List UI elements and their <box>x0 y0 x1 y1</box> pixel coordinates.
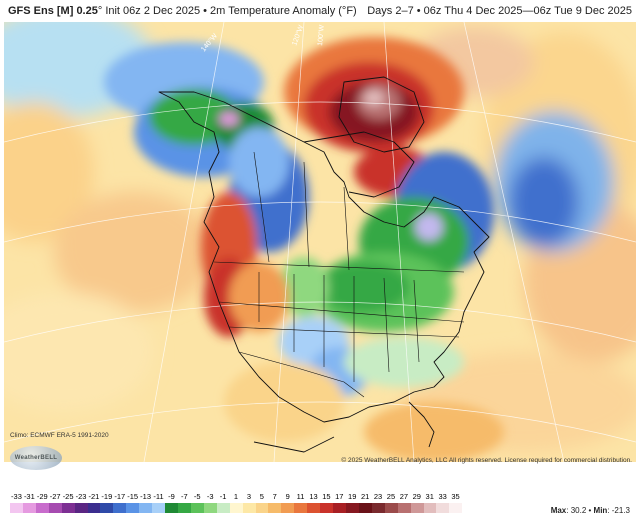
coastlines <box>158 76 490 453</box>
colorbar-tick-label: -23 <box>75 492 87 501</box>
colorbar-swatch <box>345 503 359 513</box>
max-value: 30.2 <box>570 506 587 515</box>
colorbar-swatch <box>126 503 140 513</box>
colorbar-tick-label: 27 <box>399 492 409 501</box>
colorbar-tick-label: -15 <box>127 492 139 501</box>
climo-credit: Climo: ECMWF ERA-5 1991-2020 <box>10 432 109 439</box>
colorbar-tick-label: -11 <box>153 492 164 501</box>
colorbar-tick-label: -33 <box>11 492 22 501</box>
colorbar-tick-label: 23 <box>373 492 383 501</box>
colorbar-swatch <box>139 503 153 513</box>
colorbar-swatch <box>423 503 437 513</box>
max-label: Max <box>550 506 567 515</box>
copyright-notice: © 2025 WeatherBELL Analytics, LLC All ri… <box>341 457 632 464</box>
colorbar-swatch <box>371 503 385 513</box>
colorbar-swatch <box>216 503 230 513</box>
colorbar-tick-label: 31 <box>425 492 434 501</box>
colorbar-swatch <box>397 503 411 513</box>
meridian-label-100w: 100°W <box>316 24 326 46</box>
colorbar-swatch <box>74 503 88 513</box>
colorbar-tick-label: 15 <box>322 492 331 501</box>
min-label: Min <box>593 506 608 515</box>
colorbar-tick-label: 7 <box>272 492 277 501</box>
colorbar-swatch <box>113 503 127 513</box>
colorbar-swatch <box>48 503 62 513</box>
map-header: GFS Ens [M] 0.25° Init 06z 2 Dec 2025 • … <box>0 0 640 22</box>
colorbar-tick-label: -17 <box>114 492 126 501</box>
min-value: -21.3 <box>611 506 630 515</box>
colorbar-swatch <box>203 503 217 513</box>
colorbar-swatch <box>22 503 36 513</box>
valid-period: Days 2–7 • 06z Thu 4 Dec 2025—06z Tue 9 … <box>367 5 632 17</box>
anomaly-map: 140°W 120°W 100°W <box>4 22 636 462</box>
colorbar-tick-label: -1 <box>219 492 227 501</box>
colorbar-tick-label: -5 <box>193 492 201 501</box>
colorbar-swatch <box>242 503 256 513</box>
colorbar-tick-label: 17 <box>335 492 344 501</box>
colorbar: -33 -31 -29 -27 -25 -23 -21 -19 -17 -15 -13 -11 -9 -7… <box>4 492 636 520</box>
colorbar-swatch <box>152 503 166 513</box>
colorbar-swatch <box>333 503 346 513</box>
init-description: ° Init 06z 2 Dec 2025 • 2m Temperature A… <box>97 5 357 17</box>
colorbar-swatch <box>35 503 49 513</box>
colorbar-tick-label: 21 <box>360 492 370 501</box>
colorbar-tick-label: -19 <box>101 492 113 501</box>
political-borders <box>213 151 465 398</box>
colorbar-swatch <box>384 503 398 513</box>
weatherbell-logo: WeatherBELL <box>10 446 62 470</box>
colorbar-tick-label: -27 <box>49 492 61 501</box>
colorbar-scale <box>10 503 463 513</box>
colorbar-swatch <box>165 503 178 513</box>
colorbar-tick-label: 9 <box>285 492 290 501</box>
colorbar-swatch <box>100 503 114 513</box>
graticule <box>4 22 636 462</box>
colorbar-swatch <box>255 503 269 513</box>
colorbar-swatch <box>190 503 204 513</box>
colorbar-tick-labels: -33 -31 -29 -27 -25 -23 -21 -19 -17 -15 -13 -11 -9 -7… <box>10 492 462 502</box>
colorbar-tick-label: 33 <box>438 492 447 501</box>
colorbar-tick-label: 19 <box>348 492 357 501</box>
colorbar-tick-label: -13 <box>140 492 152 501</box>
colorbar-swatch <box>410 503 424 513</box>
anomaly-map-svg: 140°W 120°W 100°W <box>4 22 636 462</box>
colorbar-swatch <box>358 503 372 513</box>
colorbar-tick-label: -3 <box>206 492 214 501</box>
colorbar-tick-label: 29 <box>412 492 421 501</box>
colorbar-tick-label: -29 <box>36 492 48 501</box>
colorbar-swatch <box>436 503 450 513</box>
colorbar-tick-label: -21 <box>88 492 100 501</box>
anomaly-field <box>4 22 636 452</box>
colorbar-swatch <box>268 503 282 513</box>
colorbar-tick-label: 25 <box>386 492 396 501</box>
colorbar-swatch <box>307 503 321 513</box>
colorbar-swatch <box>87 503 101 513</box>
colorbar-tick-label: 35 <box>451 492 460 501</box>
colorbar-tick-label: -9 <box>168 492 175 501</box>
colorbar-swatch <box>320 503 334 513</box>
colorbar-swatch <box>449 503 463 513</box>
colorbar-swatch <box>10 503 23 513</box>
header-left: GFS Ens [M] 0.25° Init 06z 2 Dec 2025 • … <box>8 5 357 17</box>
colorbar-swatch <box>229 503 243 513</box>
colorbar-tick-label: 1 <box>233 492 239 501</box>
colorbar-swatch <box>281 503 295 513</box>
colorbar-tick-label: -25 <box>62 492 74 501</box>
colorbar-tick-label: 13 <box>309 492 318 501</box>
colorbar-swatch <box>294 503 308 513</box>
colorbar-swatch <box>177 503 191 513</box>
model-name: GFS Ens [M] 0.25 <box>8 5 98 17</box>
max-min-readout: Max: 30.2 • Min: -21.3 <box>550 506 630 515</box>
colorbar-tick-label: 3 <box>246 492 251 501</box>
colorbar-swatch <box>61 503 75 513</box>
colorbar-tick-label: -31 <box>23 492 35 501</box>
colorbar-tick-label: 11 <box>296 492 305 501</box>
colorbar-tick-label: -7 <box>180 492 188 501</box>
colorbar-tick-label: 5 <box>259 492 264 501</box>
